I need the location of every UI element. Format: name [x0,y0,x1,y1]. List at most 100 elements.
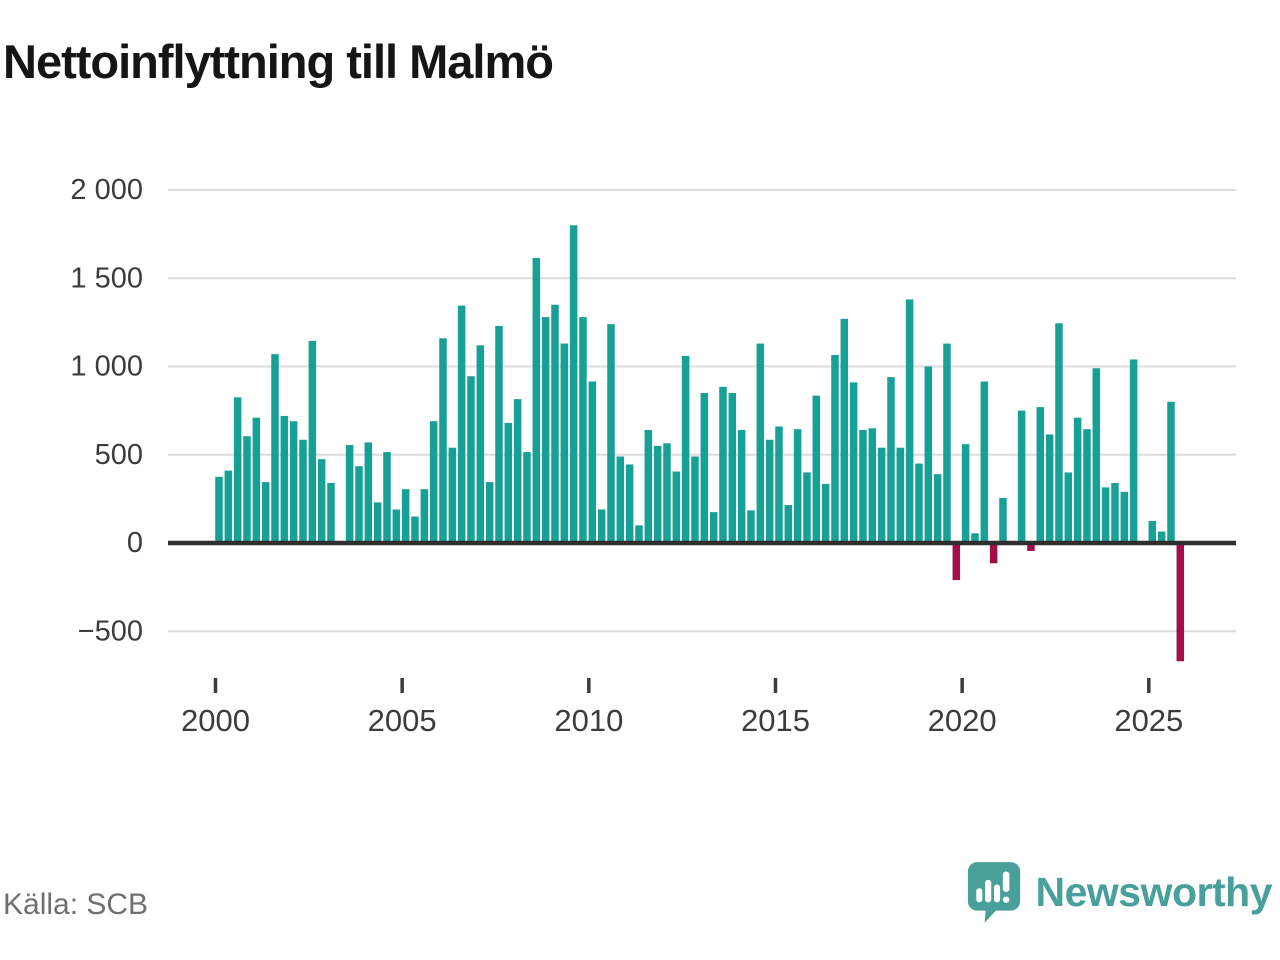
bar [653,445,662,543]
bar [1027,543,1035,551]
bar [420,489,429,543]
bar [784,505,793,543]
y-axis-tick-label: 1 000 [70,351,143,383]
bar [747,510,755,543]
bar [588,381,597,543]
bar [1120,491,1129,543]
newsworthy-logo: Newsworthy [966,860,1273,924]
bar [1036,407,1045,544]
bar [224,470,233,543]
bar [485,482,494,543]
bar [1101,487,1110,543]
bar [243,436,251,543]
bar [1083,429,1091,543]
bar [961,444,970,543]
bar [952,543,961,581]
bar [635,525,643,543]
newsworthy-bubble-chart-icon [967,862,1020,923]
x-axis-tick-label: 2005 [368,703,437,738]
bar [793,429,802,543]
x-axis-tick-label: 2010 [554,703,623,738]
bar [289,421,298,543]
bar [215,476,223,543]
x-axis-tick-label: 2000 [181,703,250,738]
bar [569,225,578,544]
bar [1167,401,1175,543]
bar [849,382,858,543]
bar [345,445,354,543]
bar [737,430,746,543]
bar [756,343,765,543]
bar [775,426,783,543]
bar [355,466,363,543]
y-axis-tick-label: 2 000 [70,174,143,206]
bar [728,392,737,544]
bar [308,340,317,543]
bar [383,452,391,543]
bar [607,324,615,543]
source-note: Källa: SCB [3,888,149,921]
bar [1176,543,1185,662]
bar [252,417,261,543]
bar [429,421,438,543]
bar [271,354,279,543]
bar [924,366,933,543]
bar [896,447,905,543]
bar [663,443,671,543]
y-axis-tick-label: 1 500 [70,262,143,294]
bar [905,299,914,543]
bar [476,345,485,543]
bar [1129,359,1138,543]
bar [831,355,839,543]
bar [364,442,373,543]
bar [719,386,727,543]
bar [625,464,634,543]
y-axis-tick-label: 0 [127,527,143,559]
bar [411,516,419,543]
bar [821,483,830,543]
bar [233,397,242,543]
bar [392,509,401,543]
bar [579,317,587,543]
bar [644,430,653,543]
bar [971,533,979,543]
bar [541,317,550,543]
bar [261,482,270,543]
bar [933,474,942,543]
bar [467,376,475,543]
bar [1064,472,1073,543]
bar [1073,417,1082,543]
logo-text: Newsworthy [1035,868,1273,915]
bar [551,304,559,543]
bar [299,439,307,543]
bar [401,489,410,543]
bar [495,325,503,543]
bar [681,355,690,543]
bar [691,456,699,543]
bar [812,395,821,543]
bar [513,399,522,543]
bar [1148,520,1157,543]
bar [765,439,774,543]
bar [700,392,709,544]
bar [980,381,989,543]
bar [280,415,289,543]
bar [504,422,513,543]
bar [532,257,541,543]
bar [1157,531,1166,543]
bar [1017,410,1026,544]
bar [999,497,1007,543]
y-axis-tick-label: 500 [95,439,143,471]
bar [1045,434,1054,543]
y-axis-tick-label: −500 [78,615,143,647]
bar [327,482,335,543]
bar [859,430,867,543]
bar [523,452,531,543]
bar [877,447,886,543]
bar [448,447,457,543]
bar [597,509,606,543]
bar [1092,368,1101,543]
bar [1111,482,1119,543]
x-axis-tick-label: 2025 [1114,703,1183,738]
